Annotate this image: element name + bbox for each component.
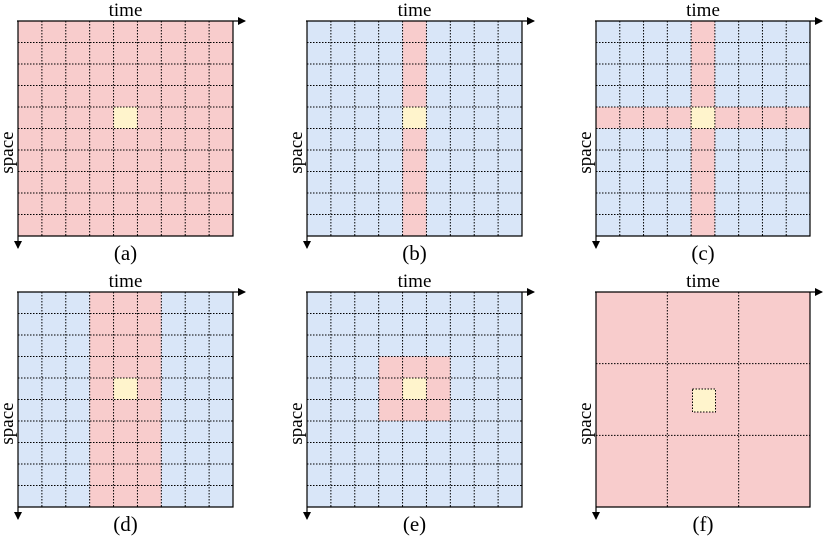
- panel-caption: (a): [114, 241, 137, 265]
- panel-caption: (d): [113, 512, 138, 536]
- space-axis-label: space: [286, 131, 307, 173]
- query-cell: [691, 107, 715, 129]
- panel-caption: (c): [691, 241, 714, 265]
- time-axis-label: time: [686, 271, 720, 292]
- panel-e: time space (e): [286, 271, 535, 536]
- panel-caption: (b): [402, 241, 427, 265]
- query-cell: [113, 378, 138, 400]
- panel-a: time space (a): [0, 0, 246, 265]
- panel-b: time space (b): [286, 0, 535, 265]
- panel-border: [307, 292, 523, 508]
- panel-caption: (e): [403, 512, 426, 536]
- space-axis-label: space: [286, 402, 307, 444]
- panel-f: time space (f): [575, 271, 823, 536]
- panel-caption: (f): [693, 512, 714, 536]
- query-cell: [113, 107, 138, 129]
- time-axis-label: time: [109, 271, 143, 292]
- panel-border: [307, 21, 523, 237]
- time-axis-label: time: [398, 0, 432, 21]
- panel-border: [596, 292, 811, 508]
- panel-d: time space (d): [0, 271, 246, 536]
- space-axis-label: space: [0, 131, 18, 173]
- time-axis-label: time: [686, 0, 720, 21]
- panel-border: [18, 21, 234, 237]
- panel-border: [18, 292, 234, 508]
- query-cell-border: [692, 388, 716, 413]
- space-axis-label: space: [575, 402, 596, 444]
- panel-c: time space (c): [575, 0, 823, 265]
- time-axis-label: time: [398, 271, 432, 292]
- panel-border: [596, 21, 811, 237]
- query-cell: [402, 378, 427, 400]
- space-axis-label: space: [0, 402, 18, 444]
- time-axis-label: time: [109, 0, 143, 21]
- query-cell: [402, 107, 427, 129]
- query-cell: [692, 389, 716, 412]
- space-axis-label: space: [575, 131, 596, 173]
